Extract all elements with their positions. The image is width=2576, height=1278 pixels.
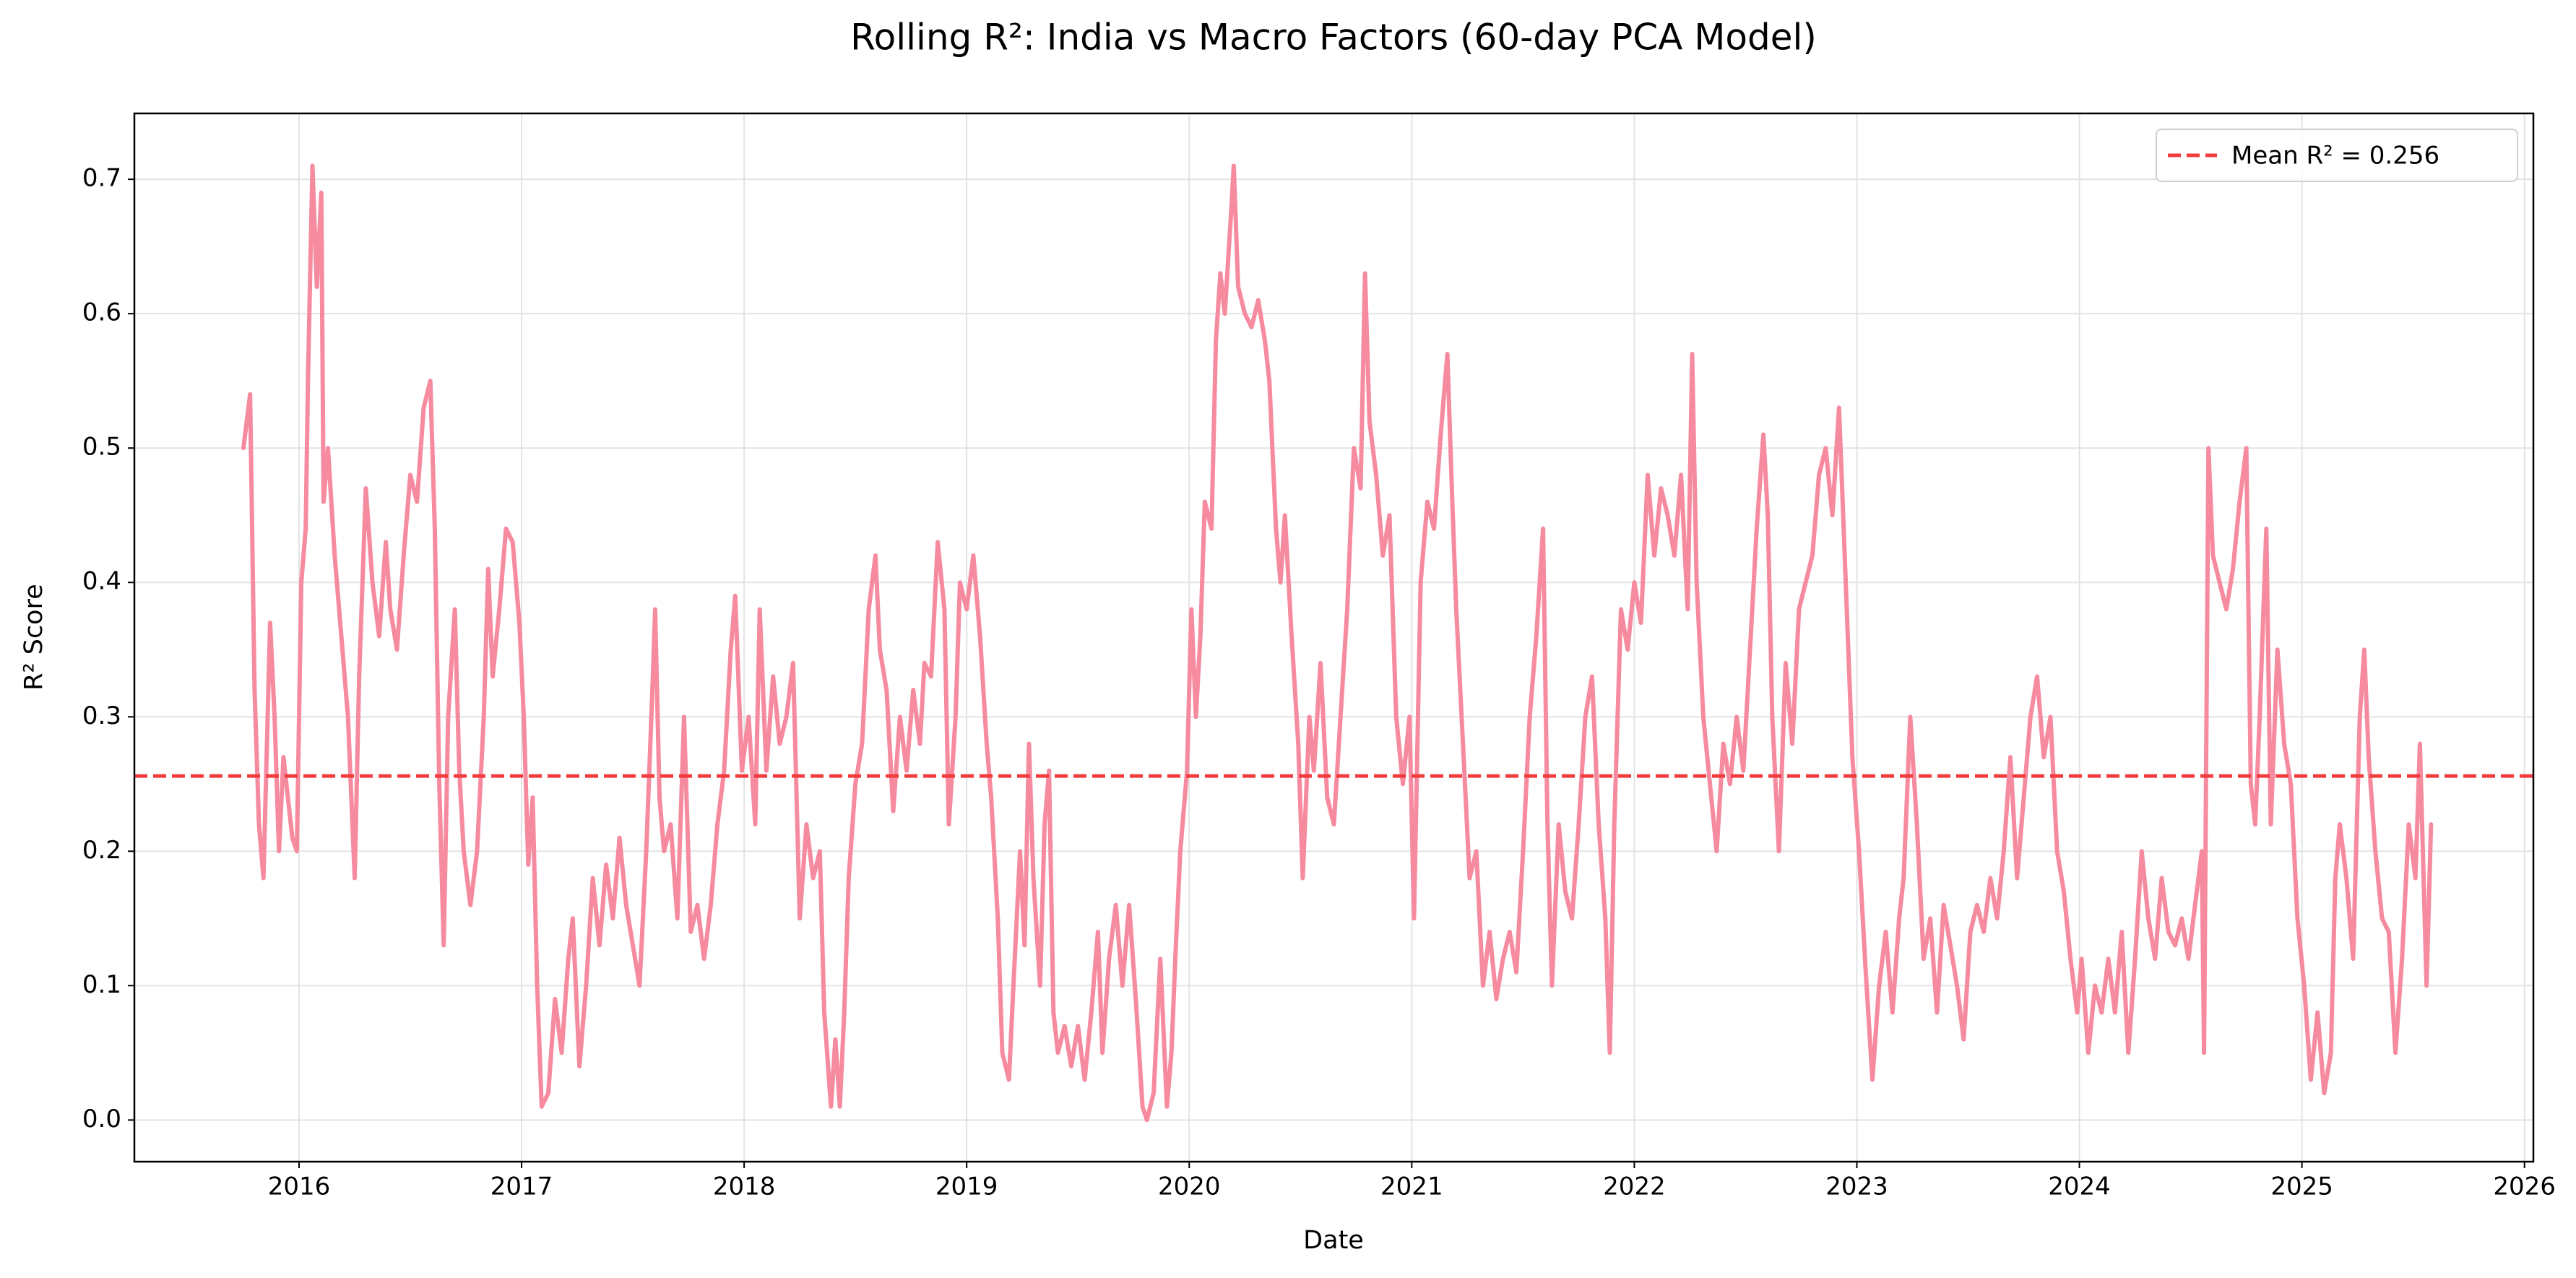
legend-label: Mean R² = 0.256	[2231, 142, 2439, 170]
y-axis-label: R² Score	[20, 584, 48, 691]
x-tick-label: 2023	[1825, 1173, 1888, 1201]
x-tick-label: 2024	[2048, 1173, 2111, 1201]
y-tick-label: 0.0	[82, 1105, 121, 1134]
axes-frame	[133, 112, 2535, 1163]
chart-title: Rolling R²: India vs Macro Factors (60-d…	[850, 17, 1817, 59]
legend: Mean R² = 0.256	[2156, 129, 2518, 182]
x-tick-label: 2016	[268, 1173, 331, 1201]
x-tick-label: 2022	[1603, 1173, 1666, 1201]
y-tick-label: 0.4	[82, 567, 121, 596]
x-tick-label: 2021	[1380, 1173, 1443, 1201]
y-tick-label: 0.6	[82, 298, 121, 327]
data-line	[241, 163, 2434, 1123]
y-tick-label: 0.3	[82, 701, 121, 730]
x-axis-label: Date	[1303, 1226, 1364, 1255]
y-tick-label: 0.2	[82, 836, 121, 865]
x-tick-label: 2025	[2270, 1173, 2333, 1201]
x-tick-label: 2018	[713, 1173, 776, 1201]
x-tick-label: 2026	[2493, 1173, 2556, 1201]
legend-box	[2156, 129, 2518, 182]
x-tick-label: 2017	[490, 1173, 553, 1201]
x-tick-label: 2020	[1158, 1173, 1221, 1201]
x-tick-label: 2019	[935, 1173, 998, 1201]
y-tick-label: 0.7	[82, 164, 121, 193]
y-tick-label: 0.1	[82, 970, 121, 999]
y-tick-label: 0.5	[82, 433, 121, 462]
